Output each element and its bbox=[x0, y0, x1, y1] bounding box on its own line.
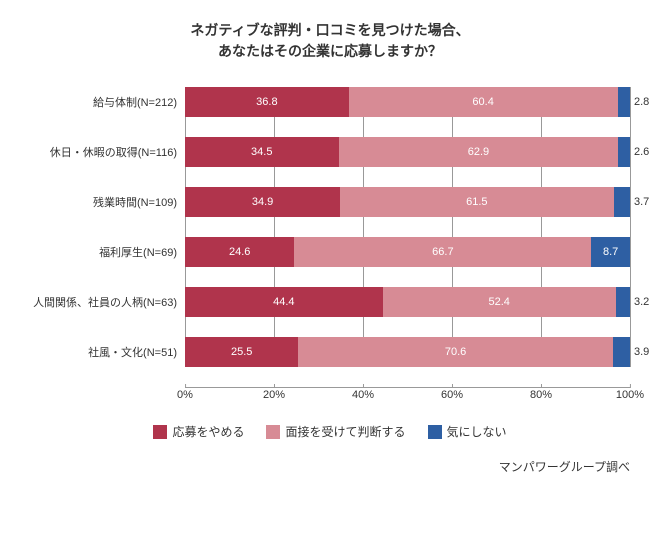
bar-segment: 70.6 bbox=[298, 337, 612, 367]
chart-area: 給与体制(N=212)36.860.42.8休日・休暇の取得(N=116)34.… bbox=[30, 87, 630, 440]
x-tick-label: 20% bbox=[263, 389, 285, 401]
legend-swatch bbox=[153, 425, 167, 439]
stacked-bar: 44.4 52.4 3.2 bbox=[185, 287, 630, 317]
bar-segment: 66.7 bbox=[294, 237, 591, 267]
x-tick: 40% bbox=[352, 384, 374, 401]
legend: 応募をやめる 面接を受けて判断する 気にしない bbox=[30, 423, 630, 440]
x-tick-label: 80% bbox=[530, 389, 552, 401]
x-tick: 60% bbox=[441, 384, 463, 401]
legend-swatch bbox=[266, 425, 280, 439]
bar-segment: 2.8 bbox=[618, 87, 630, 117]
x-tick: 20% bbox=[263, 384, 285, 401]
legend-item: 面接を受けて判断する bbox=[266, 423, 405, 440]
segment-value: 60.4 bbox=[472, 96, 493, 108]
bar-row: 社風・文化(N=51) 25.5 70.6 3.9 bbox=[30, 337, 630, 367]
bar-segment: 34.9 bbox=[185, 187, 340, 217]
stacked-bar: 36.8 60.4 2.8 bbox=[185, 87, 630, 117]
bar-wrap: 24.6 66.7 8.7 bbox=[185, 237, 630, 267]
bar-segment: 60.4 bbox=[349, 87, 618, 117]
legend-swatch bbox=[428, 425, 442, 439]
segment-value: 70.6 bbox=[445, 346, 466, 358]
stacked-bar: 34.9 61.5 3.7 bbox=[185, 187, 630, 217]
plot-wrap: 給与体制(N=212)36.860.42.8休日・休暇の取得(N=116)34.… bbox=[30, 87, 630, 405]
segment-value: 3.9 bbox=[634, 346, 649, 358]
legend-label: 応募をやめる bbox=[172, 423, 244, 440]
x-tick: 80% bbox=[530, 384, 552, 401]
category-label: 社風・文化(N=51) bbox=[30, 344, 185, 360]
bars-container: 給与体制(N=212)36.860.42.8休日・休暇の取得(N=116)34.… bbox=[30, 87, 630, 367]
bar-wrap: 36.8 60.4 2.8 bbox=[185, 87, 630, 117]
x-tick-label: 40% bbox=[352, 389, 374, 401]
segment-value: 25.5 bbox=[231, 346, 252, 358]
segment-value: 44.4 bbox=[273, 296, 294, 308]
bar-segment: 8.7 bbox=[591, 237, 630, 267]
bar-segment: 3.2 bbox=[616, 287, 630, 317]
stacked-bar: 24.6 66.7 8.7 bbox=[185, 237, 630, 267]
legend-item: 気にしない bbox=[428, 423, 507, 440]
bar-segment: 52.4 bbox=[383, 287, 616, 317]
segment-value: 8.7 bbox=[603, 246, 618, 258]
bar-wrap: 34.9 61.5 3.7 bbox=[185, 187, 630, 217]
bar-segment: 3.7 bbox=[614, 187, 630, 217]
x-tick-label: 60% bbox=[441, 389, 463, 401]
bar-segment: 62.9 bbox=[339, 137, 619, 167]
stacked-bar: 25.5 70.6 3.9 bbox=[185, 337, 630, 367]
bar-segment: 44.4 bbox=[185, 287, 383, 317]
bar-row: 休日・休暇の取得(N=116) 34.5 62.9 2.6 bbox=[30, 137, 630, 167]
grid-line bbox=[630, 87, 631, 367]
source-attribution: マンパワーグループ調べ bbox=[30, 458, 630, 475]
legend-label: 気にしない bbox=[447, 423, 507, 440]
segment-value: 2.8 bbox=[634, 96, 649, 108]
segment-value: 52.4 bbox=[488, 296, 509, 308]
segment-value: 62.9 bbox=[468, 146, 489, 158]
bar-wrap: 44.4 52.4 3.2 bbox=[185, 287, 630, 317]
x-tick-label: 100% bbox=[616, 389, 644, 401]
bar-segment: 61.5 bbox=[340, 187, 613, 217]
category-label: 人間関係、社員の人柄(N=63) bbox=[30, 294, 185, 310]
segment-value: 34.5 bbox=[251, 146, 272, 158]
bar-row: 給与体制(N=212) 36.8 60.4 2.8 bbox=[30, 87, 630, 117]
bar-segment: 2.6 bbox=[618, 137, 630, 167]
bar-segment: 3.9 bbox=[613, 337, 630, 367]
category-label: 給与体制(N=212) bbox=[30, 94, 185, 110]
segment-value: 3.2 bbox=[634, 296, 649, 308]
segment-value: 3.7 bbox=[634, 196, 649, 208]
segment-value: 66.7 bbox=[432, 246, 453, 258]
bar-row: 福利厚生(N=69) 24.6 66.7 8.7 bbox=[30, 237, 630, 267]
bar-row: 人間関係、社員の人柄(N=63) 44.4 52.4 3.2 bbox=[30, 287, 630, 317]
segment-value: 24.6 bbox=[229, 246, 250, 258]
bar-wrap: 34.5 62.9 2.6 bbox=[185, 137, 630, 167]
chart-title: ネガティブな評判・口コミを見つけた場合、 あなたはその企業に応募しますか？ bbox=[30, 20, 630, 62]
x-tick: 100% bbox=[616, 384, 644, 401]
segment-value: 34.9 bbox=[252, 196, 273, 208]
x-axis-container: 0%20%40%60%80%100% bbox=[30, 387, 630, 405]
bar-segment: 36.8 bbox=[185, 87, 349, 117]
legend-label: 面接を受けて判断する bbox=[285, 423, 405, 440]
bar-segment: 24.6 bbox=[185, 237, 294, 267]
legend-item: 応募をやめる bbox=[153, 423, 244, 440]
stacked-bar: 34.5 62.9 2.6 bbox=[185, 137, 630, 167]
x-tick: 0% bbox=[177, 384, 193, 401]
x-tick-label: 0% bbox=[177, 389, 193, 401]
x-axis: 0%20%40%60%80%100% bbox=[185, 387, 630, 405]
bar-segment: 34.5 bbox=[185, 137, 339, 167]
bar-row: 残業時間(N=109) 34.9 61.5 3.7 bbox=[30, 187, 630, 217]
category-label: 休日・休暇の取得(N=116) bbox=[30, 144, 185, 160]
segment-value: 61.5 bbox=[466, 196, 487, 208]
category-label: 福利厚生(N=69) bbox=[30, 244, 185, 260]
category-label: 残業時間(N=109) bbox=[30, 194, 185, 210]
bar-segment: 25.5 bbox=[185, 337, 298, 367]
bar-wrap: 25.5 70.6 3.9 bbox=[185, 337, 630, 367]
segment-value: 2.6 bbox=[634, 146, 649, 158]
segment-value: 36.8 bbox=[256, 96, 277, 108]
